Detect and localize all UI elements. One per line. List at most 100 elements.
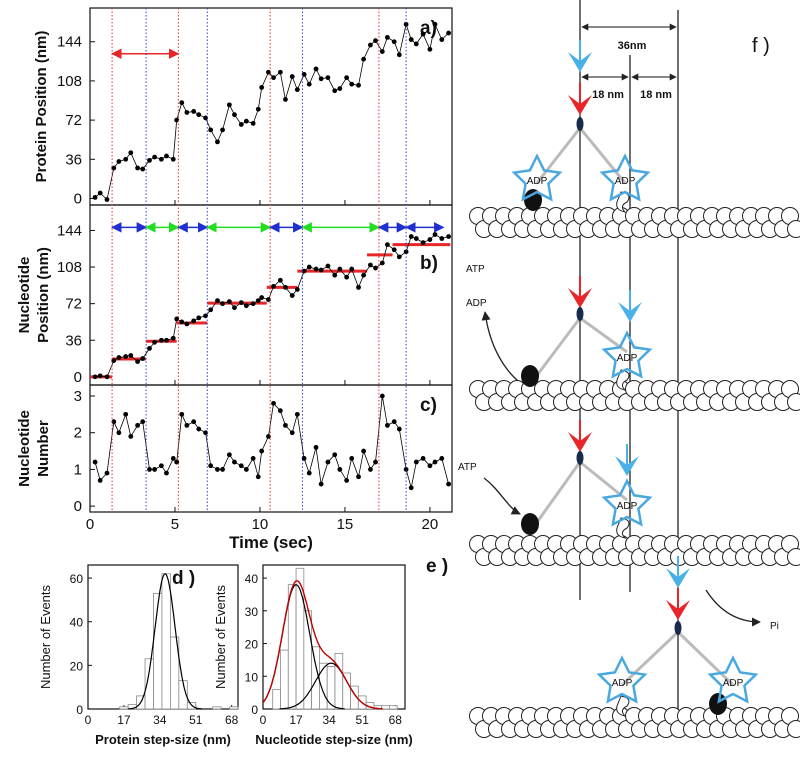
x-tick-label: 5 [171, 516, 179, 533]
motor-hinge [576, 117, 584, 131]
y-axis-title: Nucleotide [16, 257, 33, 334]
data-point [140, 419, 146, 425]
release-arrow [705, 589, 761, 627]
histogram-bar [334, 652, 344, 710]
data-point [396, 52, 402, 58]
data-point [432, 459, 438, 465]
data-point [123, 354, 129, 359]
data-point [220, 127, 225, 133]
data-point [104, 374, 110, 380]
plot-frame [89, 7, 453, 206]
pointer-head [615, 456, 639, 476]
data-point [391, 247, 397, 253]
histogram-bar [272, 688, 281, 710]
star-label: ADP [723, 678, 744, 689]
star-label: ADP [617, 501, 638, 512]
data-point [250, 301, 256, 307]
data-point [147, 345, 152, 351]
data-point [427, 237, 433, 242]
data-point [191, 108, 197, 114]
data-point [92, 374, 98, 380]
data-point [332, 272, 338, 278]
y-tick-label: 1 [74, 461, 82, 478]
data-point [277, 69, 283, 75]
data-point [289, 74, 295, 79]
y-tick-label: 72 [65, 112, 82, 129]
adp-star [599, 153, 651, 202]
neck-linker [533, 317, 582, 379]
data-point [128, 433, 134, 439]
data-point [379, 393, 385, 399]
data-point [373, 459, 378, 465]
y-tick-label: 0 [251, 703, 258, 717]
data-point [344, 478, 350, 483]
histogram-bar [119, 706, 129, 710]
y-tick-label: 0 [74, 190, 82, 207]
data-point [356, 284, 361, 290]
y-tick-label: 30 [245, 605, 259, 619]
pointer-head [568, 95, 592, 115]
data-point [158, 463, 164, 469]
adp-star [601, 330, 653, 379]
pointer-head [568, 52, 592, 72]
data-point [255, 106, 261, 112]
data-point [408, 234, 414, 239]
histogram-bar [381, 705, 390, 710]
trace-line [95, 233, 449, 378]
data-point [403, 21, 409, 27]
x-tick-label: 10 [252, 516, 269, 533]
dimension-label: 18 nm [640, 89, 672, 101]
y-tick-label: 0 [74, 369, 82, 386]
x-tick-label: 0 [260, 713, 267, 727]
x-tick-label: 0 [86, 516, 94, 533]
data-point [184, 110, 190, 115]
y-tick-label: 2 [74, 425, 82, 442]
nucleotide-label: ADP [466, 298, 487, 309]
star-label: ADP [612, 678, 633, 689]
data-point [208, 127, 214, 133]
neck-linker [533, 461, 582, 526]
data-point [413, 41, 419, 47]
data-point [379, 49, 385, 54]
histogram-bar [161, 573, 171, 710]
data-point [243, 303, 249, 309]
data-point [439, 37, 445, 42]
data-point [135, 359, 140, 365]
y-tick-label: 40 [245, 572, 259, 586]
data-point [313, 444, 319, 450]
y-tick-label: 20 [245, 638, 259, 652]
data-point [128, 353, 134, 358]
data-point [179, 100, 185, 106]
data-point [215, 467, 220, 472]
plot-frame [89, 384, 453, 513]
data-point [164, 153, 169, 159]
data-point [318, 76, 324, 82]
data-point [318, 267, 324, 273]
motor-hinge [576, 307, 584, 321]
panel-label: c) [420, 395, 437, 416]
pointer-head [618, 302, 642, 322]
phosphate-label: Pi [770, 621, 779, 632]
trace-line [94, 395, 449, 488]
y-axis-title: Nucleotide [16, 410, 33, 487]
data-point [266, 297, 271, 302]
data-point [373, 265, 378, 271]
histogram-bar [389, 705, 398, 710]
y-tick-label: 10 [245, 670, 259, 684]
data-point [301, 268, 307, 274]
data-point [408, 37, 414, 42]
data-point [215, 139, 220, 145]
data-point [243, 467, 249, 472]
data-point [97, 478, 103, 483]
data-point [226, 452, 232, 458]
data-point [313, 266, 319, 272]
data-point [170, 456, 176, 461]
data-point [191, 318, 197, 324]
y-tick-label: 72 [65, 296, 82, 313]
data-point [135, 422, 140, 428]
white-head [616, 191, 630, 213]
data-point [446, 481, 452, 487]
data-point [97, 190, 103, 196]
data-point [152, 154, 157, 160]
